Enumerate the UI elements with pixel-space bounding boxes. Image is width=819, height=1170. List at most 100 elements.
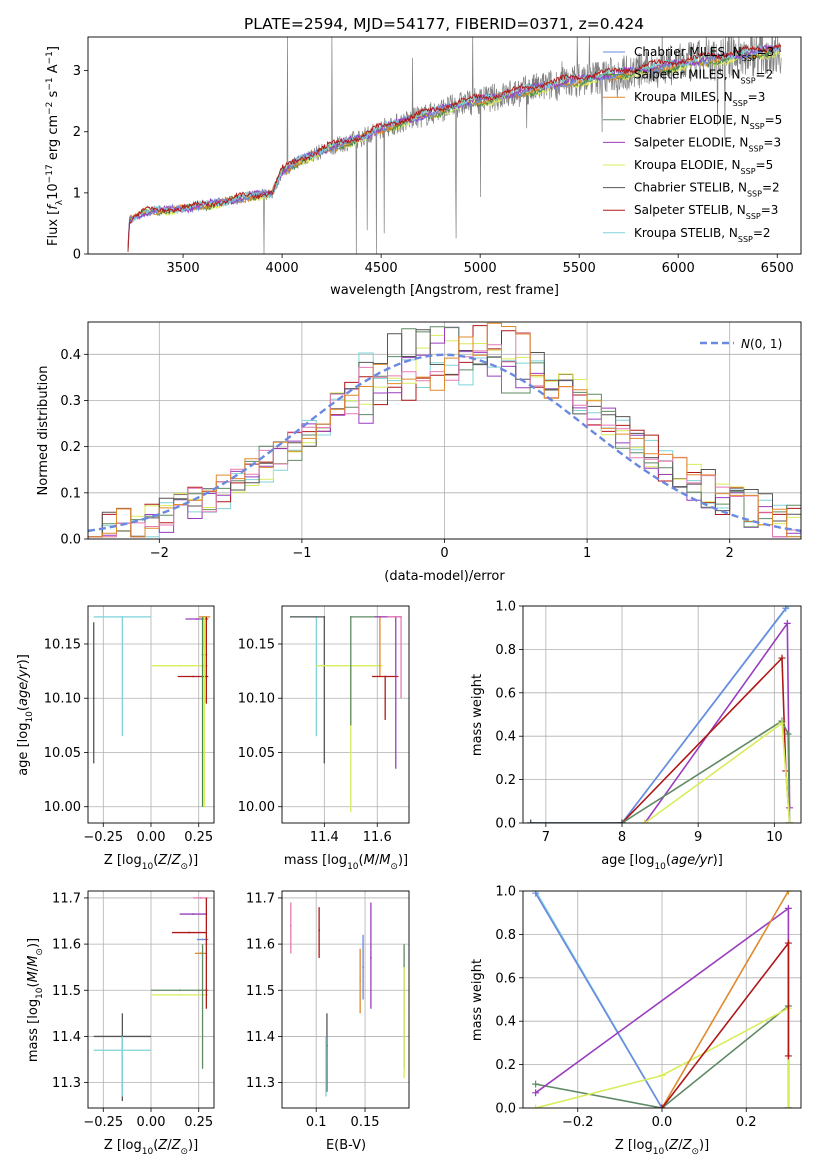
mass_weight_vs_age-xtick-label: 7 bbox=[542, 830, 550, 845]
residuals-ytick-label: 0.4 bbox=[60, 348, 81, 363]
age_vs_Z-ytick-label: 10.00 bbox=[44, 800, 81, 815]
mass_weight_vs_age-plot bbox=[527, 606, 794, 823]
mass_weight_vs_Z-ytick-label: 1.0 bbox=[495, 885, 516, 900]
mass_weight_vs_age-grid bbox=[523, 605, 801, 824]
age-vs-mass-x-label: mass [log10(M/M⊙)] bbox=[284, 853, 408, 872]
mass-weight-marker bbox=[532, 1089, 540, 1097]
model-spectrum-line bbox=[127, 50, 782, 252]
age-vs-z-y-label: age [log10(age/yr)] bbox=[16, 654, 35, 776]
mw-age-x-label: age [log10(age/yr)] bbox=[601, 853, 723, 872]
age_vs_Z-xtick-label: 0.25 bbox=[184, 830, 213, 845]
mass_weight_vs_age-ytick-label: 0.2 bbox=[495, 773, 516, 788]
mass_weight_vs_age-frame bbox=[522, 605, 802, 824]
mass_weight_vs_Z-ytick-label: 0.6 bbox=[495, 971, 516, 986]
legend-entry: Salpeter ELODIE, NSSP=3 bbox=[634, 135, 781, 153]
mass-weight-marker bbox=[532, 1104, 540, 1108]
mass-weight-marker bbox=[641, 819, 649, 823]
spectrum-xtick-label: 6000 bbox=[662, 261, 695, 276]
mass_vs_Z-xtick-label: 0.25 bbox=[184, 1115, 213, 1130]
mass_weight_vs_age-xtick-label: 9 bbox=[694, 830, 702, 845]
spectrum-xtick-label: 6500 bbox=[761, 261, 794, 276]
mass-weight-line bbox=[661, 891, 790, 1108]
age-vs-z-x-label: Z [log10(Z/Z⊙)] bbox=[104, 853, 198, 872]
residuals-xtick-label: −2 bbox=[150, 546, 169, 561]
age_vs_mass-xtick-label: 11.6 bbox=[363, 830, 392, 845]
mass-weight-marker bbox=[658, 1104, 666, 1108]
age_vs_mass-ytick-label: 10.00 bbox=[238, 800, 275, 815]
age_vs_mass-ytick-label: 10.15 bbox=[238, 637, 275, 652]
age_vs_Z-grid bbox=[88, 606, 214, 823]
mass_weight_vs_age-ytick-label: 1.0 bbox=[495, 600, 516, 615]
mass-weight-marker bbox=[532, 1080, 540, 1088]
mass-vs-z-y-label: mass [log10(M/M⊙)] bbox=[26, 938, 45, 1062]
mass_vs_ebv-ytick-label: 11.3 bbox=[246, 1076, 275, 1091]
mass_vs_ebv-plot bbox=[289, 902, 406, 1097]
mass-weight-line bbox=[530, 607, 787, 823]
legend-entry: N(0, 1) bbox=[741, 337, 782, 351]
normal-reference-curve bbox=[88, 353, 801, 533]
data-point bbox=[201, 653, 204, 656]
age_vs_Z-ytick-label: 10.05 bbox=[44, 746, 81, 761]
spectrum-x-label: wavelength [Angstrom, rest frame] bbox=[330, 283, 559, 298]
data-point bbox=[178, 993, 181, 996]
mass_weight_vs_age-ytick-label: 0.0 bbox=[495, 817, 516, 832]
age_vs_mass-plot bbox=[289, 615, 402, 813]
mass-weight-marker bbox=[778, 719, 786, 727]
spectrum-xtick-label: 5500 bbox=[563, 261, 596, 276]
data-point bbox=[205, 943, 208, 945]
mass-vs-z-x-label: Z [log10(Z/Z⊙)] bbox=[104, 1138, 198, 1157]
mass_vs_ebv-ytick-label: 11.6 bbox=[246, 938, 275, 953]
mass_weight_vs_Z-ytick-label: 0.4 bbox=[495, 1015, 516, 1030]
data-point bbox=[178, 664, 181, 667]
mass-weight-marker bbox=[658, 1071, 666, 1079]
data-point bbox=[370, 957, 372, 959]
mass_vs_Z-grid bbox=[88, 891, 214, 1108]
data-point bbox=[359, 980, 362, 982]
data-point bbox=[199, 897, 202, 899]
mass_vs_ebv-ytick-label: 11.7 bbox=[246, 891, 275, 906]
spectrum-xtick-label: 4000 bbox=[266, 261, 299, 276]
spectrum-xtick-label: 4500 bbox=[365, 261, 398, 276]
age_vs_Z-xtick-label: 0.00 bbox=[137, 830, 166, 845]
mass-weight-line bbox=[621, 719, 791, 823]
mass_weight_vs_Z-axes: −0.2 0.0 0.2 0.0 0.2 0.4 0.6 0.8 1.0 bbox=[495, 885, 802, 1130]
age_vs_Z-axes: −0.25 0.00 0.25 10.00 10.05 10.10 10.15 bbox=[44, 605, 215, 845]
residuals-xtick-label: −1 bbox=[292, 546, 311, 561]
data-point bbox=[201, 989, 204, 992]
mass-weight-marker bbox=[784, 1104, 792, 1108]
data-point bbox=[203, 697, 206, 700]
mw-z-x-label: Z [log10(Z/Z⊙)] bbox=[615, 1138, 709, 1157]
data-point bbox=[349, 615, 352, 618]
mass_weight_vs_age-ytick-label: 0.8 bbox=[495, 643, 516, 658]
mass_vs_Z-ytick-label: 11.3 bbox=[52, 1076, 81, 1091]
age_vs_Z-plot bbox=[92, 615, 211, 807]
data-point bbox=[201, 938, 204, 941]
spectrum-xtick-label: 5000 bbox=[464, 261, 497, 276]
data-point bbox=[92, 697, 95, 700]
spectrum-ytick-label: 1 bbox=[73, 186, 81, 201]
residuals-xtick-label: 2 bbox=[726, 546, 734, 561]
mass_vs_Z-plot bbox=[93, 897, 209, 1102]
data-point bbox=[323, 615, 326, 618]
legend-entry: Chabrier ELODIE, NSSP=5 bbox=[634, 113, 782, 131]
mass-vs-ebv-x-label: E(B-V) bbox=[326, 1138, 366, 1153]
spectrum-axes: 3500 4000 4500 5000 5500 6000 6500 0 1 2 3 bbox=[73, 36, 802, 276]
mass_weight_vs_Z-xtick-label: 0.2 bbox=[736, 1115, 757, 1130]
mass_weight_vs_Z-plot bbox=[532, 891, 792, 1108]
legend-entry: Kroupa ELODIE, NSSP=5 bbox=[634, 158, 773, 176]
age_vs_Z-ytick-label: 10.15 bbox=[44, 637, 81, 652]
mass-weight-marker bbox=[532, 891, 540, 897]
mass-weight-marker bbox=[527, 819, 535, 823]
age_vs_Z-ytick-label: 10.10 bbox=[44, 692, 81, 707]
residuals-ytick-label: 0.0 bbox=[60, 533, 81, 548]
mass-weight-marker bbox=[783, 619, 791, 627]
spectrum-ytick-label: 3 bbox=[73, 64, 81, 79]
mass_weight_vs_Z-ytick-label: 0.8 bbox=[495, 928, 516, 943]
mw-age-y-label: mass weight bbox=[470, 674, 485, 756]
data-point bbox=[178, 989, 181, 992]
mass_weight_vs_age-ytick-label: 0.6 bbox=[495, 686, 516, 701]
mass_weight_vs_Z-ytick-label: 0.0 bbox=[495, 1102, 516, 1117]
residuals-ytick-label: 0.3 bbox=[60, 394, 81, 409]
mass_weight_vs_Z-xtick-label: 0.0 bbox=[652, 1115, 673, 1130]
age_vs_mass-xtick-label: 11.4 bbox=[310, 830, 339, 845]
